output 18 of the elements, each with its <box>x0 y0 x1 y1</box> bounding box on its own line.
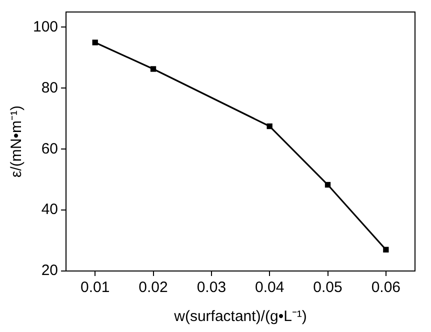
x-tick-label: 0.02 <box>138 279 168 296</box>
point <box>92 40 98 46</box>
point <box>324 182 331 188</box>
y-tick-label: 80 <box>41 79 58 96</box>
y-tick-label: 20 <box>41 262 58 280</box>
x-tick-label: 0.06 <box>371 279 401 296</box>
x-axis-title: w(surfactant)/(g•L⁻¹) <box>173 308 307 326</box>
y-axis-title: ε/(mN•m⁻¹) <box>8 106 26 178</box>
y-tick-label: 100 <box>32 18 58 36</box>
x-tick-label: 0.04 <box>254 279 284 296</box>
x-tick-label: 0.01 <box>80 279 110 296</box>
y-tick-label: 60 <box>41 140 58 158</box>
point <box>266 123 272 130</box>
x-tick-label: 0.05 <box>313 279 342 296</box>
y-tick-label: 40 <box>41 201 58 218</box>
x-tick-label: 0.03 <box>196 279 226 296</box>
point <box>383 246 389 252</box>
point <box>150 66 156 72</box>
